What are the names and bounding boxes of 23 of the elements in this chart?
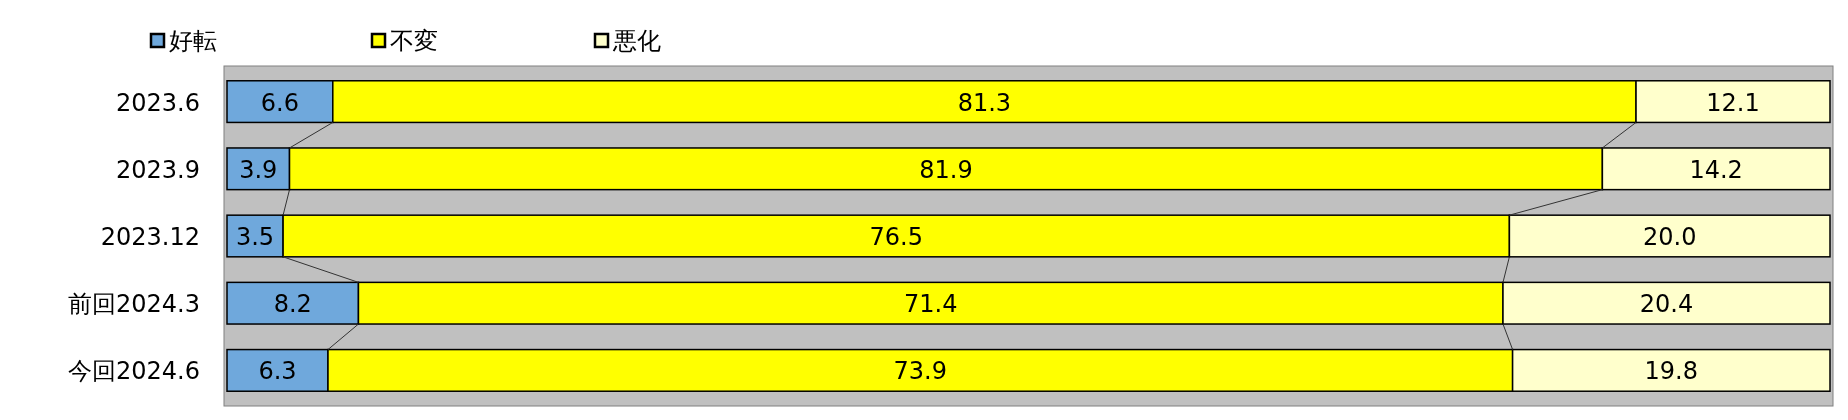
legend-label: 好転 [169,27,217,55]
data-label: 3.5 [235,223,275,251]
data-label: 73.9 [893,357,948,386]
y-tick-label: 2023.12 [100,223,200,251]
data-label: 81.3 [957,88,1012,117]
data-label: 14.2 [1689,155,1743,184]
data-label: 76.5 [869,223,923,251]
data-label: 6.3 [258,357,297,386]
y-tick-label: 前回2024.3 [68,290,200,319]
data-label: 8.2 [273,290,312,319]
data-label: 20.4 [1639,290,1694,319]
y-tick-label: 今回2024.6 [68,357,200,386]
data-label: 20.0 [1642,223,1697,251]
data-label: 6.6 [260,88,299,117]
data-label: 12.1 [1706,88,1760,117]
data-label: 3.9 [239,155,278,184]
y-tick-label: 2023.9 [116,155,200,184]
data-label: 19.8 [1644,357,1699,386]
legend-label: 悪化 [612,27,661,55]
data-label: 71.4 [904,290,958,319]
legend-label: 不変 [390,27,438,55]
y-tick-label: 2023.6 [116,88,200,117]
data-label: 81.9 [919,155,973,184]
